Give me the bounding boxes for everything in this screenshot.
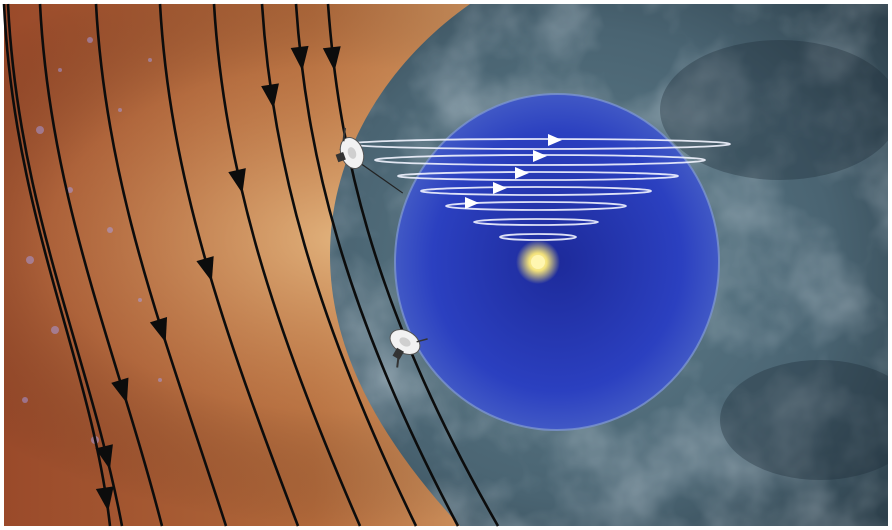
spacecraft-voyager-upper bbox=[335, 127, 404, 194]
interstellar-magnetic-field-lines bbox=[2, 3, 500, 527]
spiral-ring bbox=[445, 201, 627, 211]
spiral-arrow bbox=[493, 182, 507, 194]
field-line bbox=[94, 3, 228, 527]
field-line bbox=[260, 3, 418, 527]
star bbox=[118, 108, 122, 112]
star bbox=[148, 58, 152, 62]
spacecraft-voyager-lower bbox=[389, 329, 428, 368]
field-line-arrow bbox=[228, 168, 246, 194]
field-line-arrow bbox=[261, 83, 279, 109]
field-line-arrow bbox=[111, 377, 129, 404]
star bbox=[107, 227, 113, 233]
field-line-arrow bbox=[95, 444, 113, 470]
star bbox=[36, 126, 44, 134]
field-line-arrow bbox=[149, 316, 168, 343]
field-line bbox=[212, 3, 362, 527]
star bbox=[67, 187, 73, 193]
spiral-ring bbox=[397, 171, 679, 181]
star bbox=[58, 68, 62, 72]
field-line-arrow bbox=[322, 46, 341, 72]
field-line bbox=[2, 3, 112, 527]
star bbox=[51, 326, 59, 334]
field-line bbox=[158, 3, 300, 527]
field-line-arrow bbox=[95, 486, 114, 512]
star bbox=[138, 298, 142, 302]
spiral-arrow bbox=[465, 197, 479, 209]
solar-magnetic-spiral bbox=[349, 134, 731, 241]
field-line bbox=[38, 3, 164, 527]
star bbox=[158, 378, 162, 382]
spiral-arrow bbox=[533, 150, 547, 162]
spiral-ring bbox=[499, 233, 577, 241]
sun bbox=[516, 240, 560, 284]
spiral-ring bbox=[473, 218, 599, 226]
spiral-ring bbox=[420, 186, 652, 196]
spiral-arrow bbox=[548, 134, 562, 146]
star bbox=[26, 256, 34, 264]
field-line-arrow bbox=[290, 45, 309, 71]
star bbox=[22, 397, 28, 403]
star bbox=[87, 37, 93, 43]
field-line-arrow bbox=[196, 256, 214, 282]
spiral-arrow bbox=[515, 167, 529, 179]
